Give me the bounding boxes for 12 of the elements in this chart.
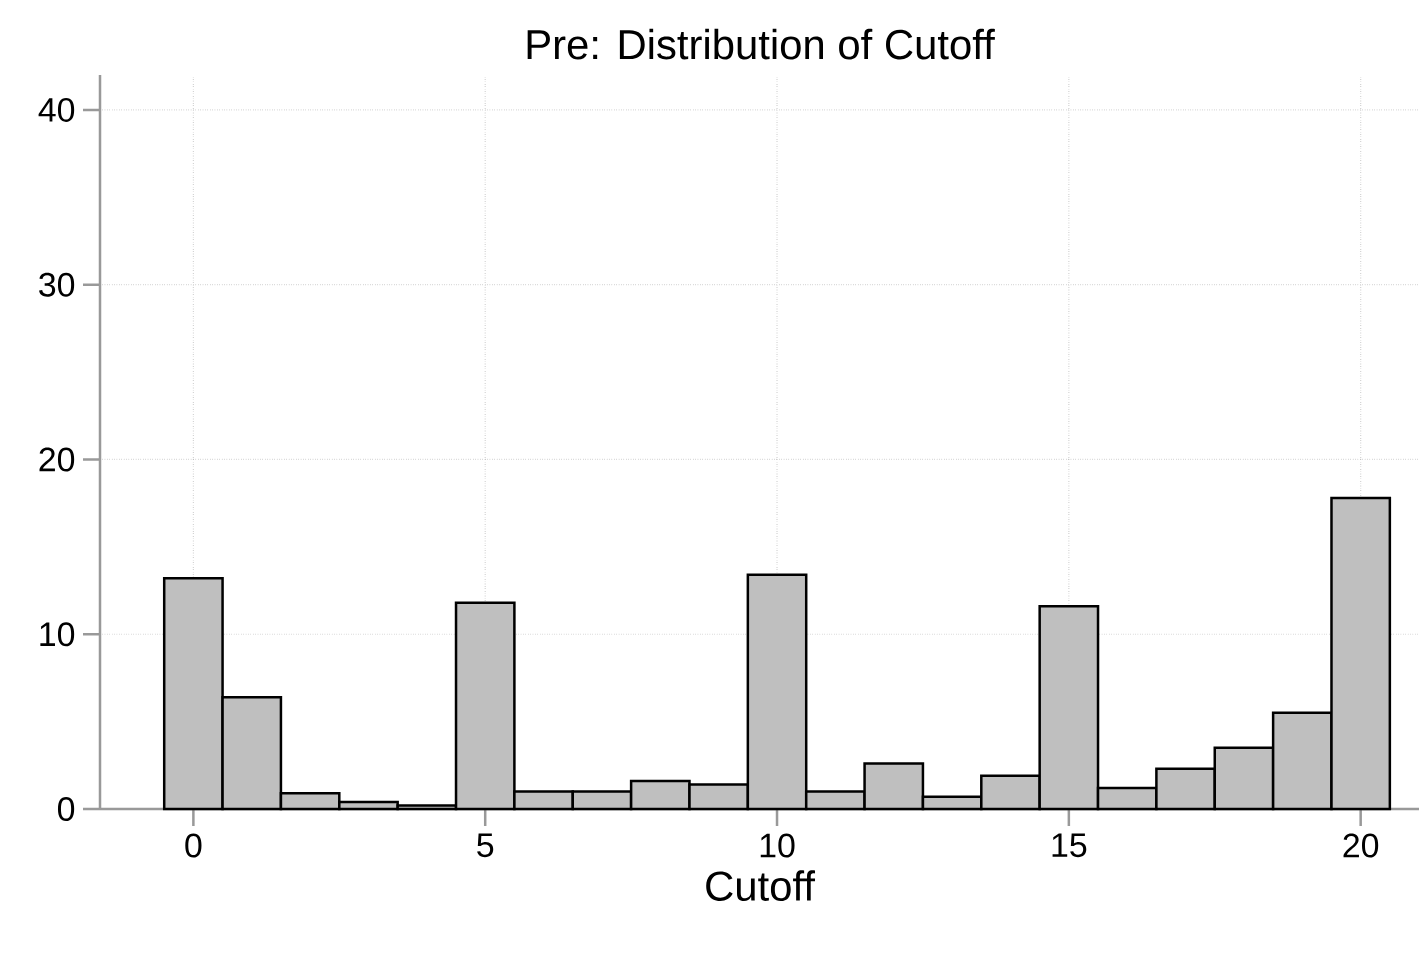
y-tick-label: 30	[39, 272, 75, 297]
x-tick-label: 15	[1052, 833, 1087, 858]
x-tick-label: 20	[1343, 833, 1379, 858]
y-tick-label: 20	[39, 447, 75, 472]
x-tick-label: 5	[477, 833, 494, 858]
x-tick-label: 0	[185, 833, 202, 858]
x-tick-label: 10	[760, 833, 795, 858]
y-tick-label: 0	[57, 797, 75, 821]
x-axis-title: Cutoff	[706, 870, 816, 902]
chart-title: Pre: Distribution of Cutoff	[527, 28, 995, 60]
y-tick-label: 40	[38, 97, 75, 122]
y-tick-label: 10	[40, 622, 75, 647]
